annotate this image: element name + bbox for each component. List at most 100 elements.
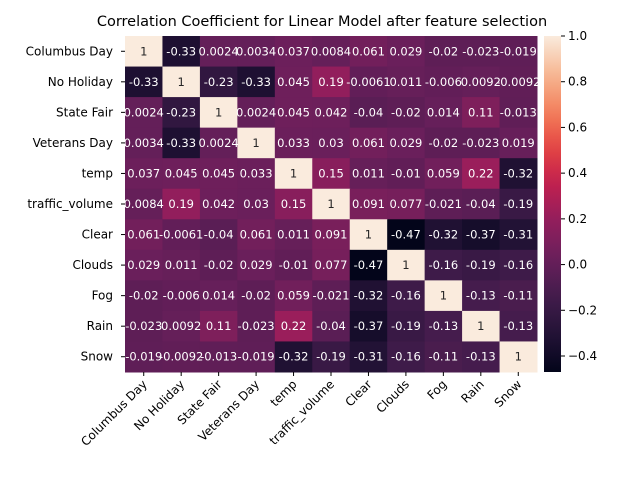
cell-value-label: -0.32: [354, 289, 384, 303]
heatmap-cell: [462, 249, 501, 281]
x-tick-label: Snow: [492, 377, 525, 410]
heatmap-cell: [349, 127, 388, 159]
y-tick-label: temp: [82, 166, 113, 180]
cell-value-label: -0.019: [238, 350, 275, 364]
chart-title: Correlation Coefficient for Linear Model…: [97, 14, 547, 30]
heatmap-cell: [162, 97, 201, 129]
heatmap-cell: [125, 97, 163, 129]
heatmap-cell: [237, 127, 276, 159]
heatmap-cell: [312, 66, 351, 98]
cell-value-label: 0.19: [168, 197, 194, 211]
heatmap-cell: [462, 310, 501, 342]
heatmap-cell: [162, 219, 201, 251]
x-tick-label: temp: [268, 377, 300, 409]
heatmap-cell: [462, 219, 501, 251]
heatmap-cell: [199, 97, 238, 129]
heatmap-cell: [424, 158, 463, 190]
heatmap-cell: [424, 219, 463, 251]
cell-value-label: 0.0024: [236, 105, 276, 119]
heatmap-cell: [424, 36, 463, 68]
cell-value-label: 0.11: [468, 105, 494, 119]
colorbar-tick-label: 0.8: [568, 75, 587, 89]
cell-value-label: -0.02: [204, 258, 234, 272]
cell-value-label: 1: [477, 319, 484, 333]
heatmap-cell: [274, 280, 313, 312]
cell-value-label: 0.091: [352, 197, 385, 211]
heatmap-cell: [125, 249, 163, 281]
colorbar-gradient: [544, 36, 561, 372]
heatmap-cell: [199, 280, 238, 312]
cell-value-label: -0.31: [503, 228, 533, 242]
heatmap-cell: [237, 219, 276, 251]
cell-value-label: -0.02: [428, 44, 458, 58]
cell-value-label: -0.02: [241, 289, 271, 303]
cell-value-label: 0.061: [352, 44, 385, 58]
y-tick-label: No Holiday: [48, 75, 113, 89]
cell-value-label: -0.23: [166, 105, 196, 119]
heatmap-cell: [499, 219, 538, 251]
heatmap-cell: [462, 66, 501, 98]
cell-value-label: -0.0061: [159, 228, 203, 242]
cell-value-label: -0.023: [238, 319, 275, 333]
heatmap-cell: [387, 341, 426, 373]
heatmap-cell: [237, 341, 276, 373]
y-tick-label: Fog: [92, 289, 113, 303]
cell-value-label: 0.045: [202, 166, 235, 180]
cell-value-label: -0.0092: [496, 75, 540, 89]
heatmap-cell: [424, 66, 463, 98]
heatmap-cell: [387, 310, 426, 342]
colorbar-tick-label: 0.0: [568, 258, 587, 272]
y-tick-label: Veterans Day: [33, 136, 113, 150]
cell-value-label: 0.033: [277, 136, 310, 150]
y-axis: Columbus Day No Holiday State Fair Veterans…: [26, 44, 125, 364]
heatmap-cell: [237, 36, 276, 68]
heatmap-cell: [349, 188, 388, 220]
cell-value-label: 0.22: [281, 319, 307, 333]
y-tick-label: State Fair: [56, 105, 113, 119]
cell-value-label: -0.019: [500, 44, 537, 58]
heatmap-cell: [274, 219, 313, 251]
cell-value-label: 1: [178, 75, 185, 89]
colorbar-tick-label: −0.2: [568, 303, 597, 317]
cell-value-label: 0.014: [202, 289, 235, 303]
heatmap-cell: [312, 97, 351, 129]
cell-value-label: 0.0084: [124, 197, 164, 211]
cell-value-label: 0.059: [427, 166, 460, 180]
cell-value-label: 0.091: [315, 228, 348, 242]
cell-value-label: -0.19: [391, 319, 421, 333]
cell-value-label: -0.33: [241, 75, 271, 89]
cell-value-label: 0.077: [315, 258, 348, 272]
cell-value-label: -0.37: [466, 228, 496, 242]
heatmap-cell: [349, 158, 388, 190]
heatmap-cell: [199, 341, 238, 373]
heatmap-cell: [387, 97, 426, 129]
heatmap-cell: [349, 66, 388, 98]
heatmap-cell: [237, 249, 276, 281]
colorbar-tick-label: 0.6: [568, 120, 587, 134]
heatmap-cell: [349, 310, 388, 342]
heatmap-cell: [237, 310, 276, 342]
heatmap-cell: [199, 158, 238, 190]
y-tick-label: traffic_volume: [27, 197, 113, 211]
colorbar-tick-label: −0.4: [568, 349, 597, 363]
cell-value-label: -0.04: [316, 319, 346, 333]
heatmap-cell: [387, 219, 426, 251]
heatmap-cell: [424, 341, 463, 373]
x-tick-label: Fog: [424, 377, 449, 402]
cell-value-label: 1: [215, 105, 222, 119]
cell-value-label: 0.045: [277, 105, 310, 119]
heatmap-cell: [125, 36, 163, 68]
heatmap-cell: [499, 97, 538, 129]
cell-value-label: 0.045: [165, 166, 198, 180]
cell-value-label: 0.045: [277, 75, 310, 89]
cell-value-label: 0.15: [318, 166, 344, 180]
cell-value-label: 0.0034: [236, 44, 276, 58]
cell-value-label: 0.042: [202, 197, 235, 211]
cell-value-label: 0.029: [389, 136, 422, 150]
heatmap-cell: [125, 310, 163, 342]
x-tick-label: Clouds: [373, 377, 412, 416]
heatmap-cell: [349, 36, 388, 68]
cell-value-label: -0.47: [354, 258, 384, 272]
cell-value-label: -0.023: [462, 44, 499, 58]
